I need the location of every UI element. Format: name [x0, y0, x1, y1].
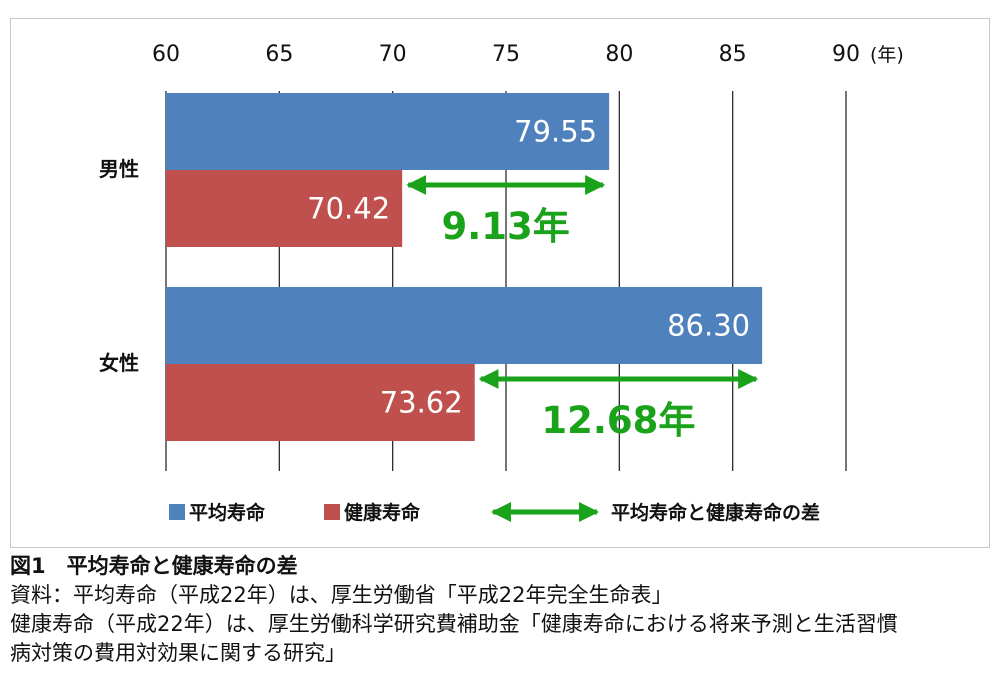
- source-note-line-2: 健康寿命（平成22年）は、厚生労働科学研究費補助金「健康寿命における将来予測と生…: [10, 612, 898, 636]
- x-tick-label: 90: [832, 42, 860, 67]
- bar-value-label: 70.42: [307, 192, 390, 226]
- category-label: 女性: [99, 351, 139, 375]
- x-axis-unit: (年): [870, 44, 904, 66]
- legend-label: 平均寿命と健康寿命の差: [611, 501, 820, 524]
- legend-swatch: [324, 504, 340, 520]
- x-tick-label: 65: [265, 42, 293, 67]
- bar: [166, 287, 763, 364]
- bar-value-label: 79.55: [514, 115, 597, 149]
- bar: [166, 93, 610, 170]
- legend-label: 平均寿命: [189, 501, 266, 524]
- legend-label: 健康寿命: [344, 501, 421, 524]
- bar-value-label: 86.30: [667, 309, 750, 343]
- bar-value-label: 73.62: [380, 386, 463, 420]
- bar: [166, 364, 475, 441]
- x-tick-label: 75: [492, 42, 520, 67]
- x-tick-label: 60: [152, 42, 180, 67]
- figure-caption-title: 図1 平均寿命と健康寿命の差: [10, 554, 298, 578]
- x-tick-label: 80: [605, 42, 633, 67]
- difference-label: 12.68年: [541, 399, 695, 442]
- x-tick-label: 70: [379, 42, 407, 67]
- x-tick-label: 85: [719, 42, 747, 67]
- source-note-line-3: 病対策の費用対効果に関する研究」: [10, 641, 346, 665]
- chart-frame: 60 65 70 75 80 85 90 (年) 男性 79.55 70.42 女性 86.30 73.…: [10, 18, 990, 548]
- category-label: 男性: [99, 157, 139, 181]
- source-note-line-1: 資料：平均寿命（平成22年）は、厚生労働省「平成22年完全生命表」: [10, 583, 673, 607]
- legend-swatch: [169, 504, 185, 520]
- bar-chart: 60 65 70 75 80 85 90 (年) 男性 79.55 70.42 女性 86.30 73.…: [99, 42, 904, 524]
- bar: [166, 170, 403, 247]
- difference-label: 9.13年: [442, 205, 570, 248]
